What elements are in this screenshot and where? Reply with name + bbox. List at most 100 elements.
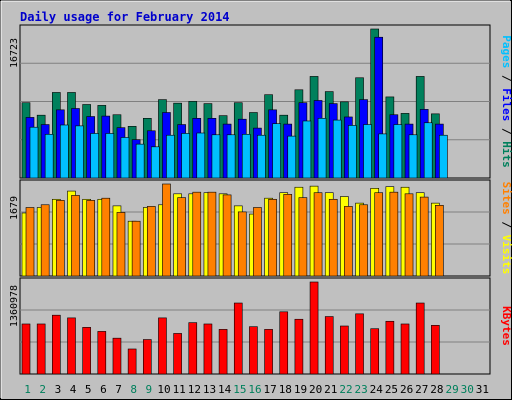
day-label-13: 13 xyxy=(203,383,216,396)
bar-sites-day-15 xyxy=(237,211,247,277)
bar-pages-day-9 xyxy=(150,146,160,179)
bar-kbytes-day-7 xyxy=(112,337,122,375)
legend-entry-visits: Visits xyxy=(500,235,512,275)
bar-sites-day-1 xyxy=(25,207,35,277)
y-max-label-top: 16723 xyxy=(9,38,20,68)
bar-sites-day-20 xyxy=(313,192,323,277)
bar-pages-day-11 xyxy=(181,133,190,179)
day-axis-labels: 1 2 3 4 5 6 7 8 9 10 11 12 13 14 15 16 17 18 19 20 21 22 23 24 2… xyxy=(24,383,489,396)
bar-sites-day-12 xyxy=(192,191,202,277)
panel-middle: 1679 Sites / Visits xyxy=(9,179,512,277)
bar-pages-day-16 xyxy=(257,134,266,179)
bar-sites-day-4 xyxy=(71,195,80,277)
bar-sites-day-18 xyxy=(283,194,293,277)
bar-kbytes-day-8 xyxy=(127,348,137,375)
bar-pages-day-27 xyxy=(423,122,433,179)
bar-pages-day-15 xyxy=(241,134,251,179)
day-label-4: 4 xyxy=(70,383,77,396)
bar-kbytes-day-11 xyxy=(173,333,182,375)
bar-pages-day-25 xyxy=(393,124,403,179)
legend-separator: / xyxy=(500,68,512,88)
bar-pages-day-26 xyxy=(408,134,418,179)
bar-sites-day-24 xyxy=(374,192,384,277)
day-label-3: 3 xyxy=(55,383,62,396)
legend-entry-pages: Pages xyxy=(500,35,512,68)
bar-sites-day-8 xyxy=(131,220,141,277)
day-label-10: 10 xyxy=(157,383,170,396)
bar-sites-day-23 xyxy=(359,204,368,277)
legend-entry-sites: Sites xyxy=(500,182,512,215)
bar-kbytes-day-1 xyxy=(21,323,31,375)
bar-kbytes-day-20 xyxy=(309,281,319,375)
bar-kbytes-day-16 xyxy=(249,326,258,375)
day-label-15: 15 xyxy=(233,383,246,396)
bar-sites-day-28 xyxy=(435,205,444,277)
bar-kbytes-day-13 xyxy=(203,323,213,375)
bar-pages-day-12 xyxy=(196,132,206,179)
bar-kbytes-day-23 xyxy=(355,313,364,375)
bar-sites-day-11 xyxy=(177,197,186,277)
bar-kbytes-day-22 xyxy=(340,325,349,375)
bar-sites-day-9 xyxy=(146,206,156,277)
bar-pages-day-22 xyxy=(348,125,357,179)
bar-kbytes-day-9 xyxy=(142,339,152,375)
day-label-26: 26 xyxy=(400,383,413,396)
legend-separator: / xyxy=(500,121,512,141)
bar-sites-day-2 xyxy=(40,204,50,277)
day-label-14: 14 xyxy=(218,383,232,396)
day-label-12: 12 xyxy=(188,383,201,396)
bar-sites-day-26 xyxy=(404,193,414,277)
y-max-label-middle: 1679 xyxy=(9,196,20,220)
bar-sites-day-14 xyxy=(222,194,232,277)
bar-sites-day-16 xyxy=(253,207,262,277)
bar-pages-day-4 xyxy=(75,125,84,179)
legend-entry-files: Files xyxy=(500,88,512,121)
bar-kbytes-day-21 xyxy=(324,316,334,375)
day-label-6: 6 xyxy=(100,383,107,396)
bar-sites-day-22 xyxy=(344,206,353,277)
bar-pages-day-2 xyxy=(44,134,54,179)
bar-kbytes-day-17 xyxy=(264,329,273,375)
day-label-5: 5 xyxy=(85,383,92,396)
legend-top: Pages / Files / Hits xyxy=(500,35,512,168)
bar-kbytes-day-14 xyxy=(218,329,228,375)
day-label-28: 28 xyxy=(430,383,443,396)
bar-kbytes-day-10 xyxy=(158,317,167,375)
day-label-2: 2 xyxy=(39,383,46,396)
panel-top: 16723 Pages / Files / Hits xyxy=(9,24,512,179)
bar-pages-day-19 xyxy=(302,120,312,179)
day-label-29: 29 xyxy=(445,383,458,396)
bar-sites-day-5 xyxy=(86,200,95,277)
day-label-22: 22 xyxy=(339,383,352,396)
day-label-19: 19 xyxy=(294,383,307,396)
day-label-30: 30 xyxy=(461,383,474,396)
day-label-21: 21 xyxy=(324,383,337,396)
day-label-20: 20 xyxy=(309,383,322,396)
day-label-27: 27 xyxy=(415,383,428,396)
bar-sites-day-25 xyxy=(389,191,399,277)
day-label-8: 8 xyxy=(130,383,137,396)
bar-sites-day-10 xyxy=(162,183,171,277)
bar-sites-day-21 xyxy=(328,198,338,277)
day-label-16: 16 xyxy=(248,383,261,396)
bar-kbytes-day-4 xyxy=(67,317,76,375)
legend-entry-hits: Hits xyxy=(500,141,512,168)
bar-sites-day-7 xyxy=(116,212,126,277)
bar-pages-day-14 xyxy=(226,134,236,179)
bar-pages-day-24 xyxy=(378,133,388,179)
bar-kbytes-day-27 xyxy=(415,302,425,375)
chart-title: Daily usage for February 2014 xyxy=(20,10,230,24)
day-label-31: 31 xyxy=(476,383,489,396)
bar-sites-day-3 xyxy=(56,200,65,277)
bar-pages-day-6 xyxy=(105,133,115,179)
day-label-1: 1 xyxy=(24,383,31,396)
bar-pages-day-13 xyxy=(211,134,221,179)
bar-kbytes-day-18 xyxy=(279,311,289,375)
bar-kbytes-day-25 xyxy=(385,320,395,375)
bar-kbytes-day-6 xyxy=(97,331,107,375)
bar-pages-day-23 xyxy=(363,124,372,179)
day-label-11: 11 xyxy=(173,383,186,396)
bar-pages-day-7 xyxy=(120,137,130,179)
bar-sites-day-27 xyxy=(419,196,429,277)
